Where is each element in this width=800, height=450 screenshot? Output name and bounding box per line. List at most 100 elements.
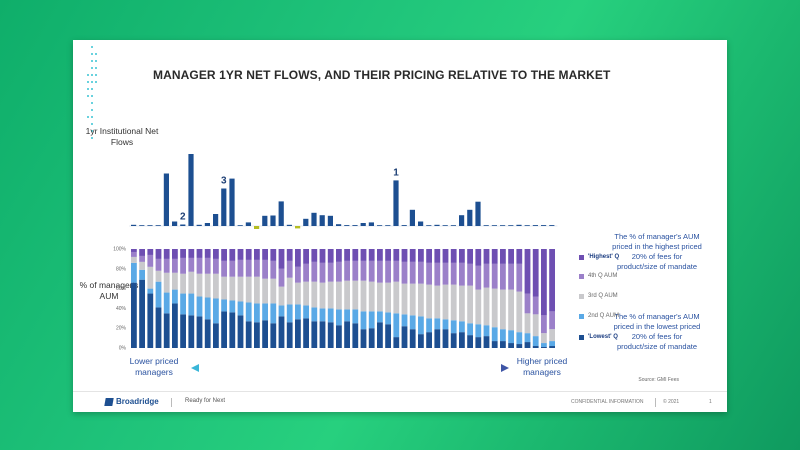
stacked-segment xyxy=(377,282,383,312)
stacked-segment xyxy=(254,303,260,323)
stacked-segment xyxy=(475,265,482,290)
flows-axis-label: 1yr Institutional Net Flows xyxy=(85,126,159,147)
flow-bar xyxy=(541,225,547,226)
stacked-segment xyxy=(147,288,154,294)
stacked-segment xyxy=(319,308,326,322)
stacked-segment xyxy=(393,249,400,261)
stacked-segment xyxy=(491,341,498,348)
legend-highest-q: 'Highest' Q xyxy=(579,254,619,260)
price-arrow-left-head xyxy=(191,364,199,372)
stacked-segment xyxy=(270,303,277,324)
stacked-segment xyxy=(188,271,195,294)
stacked-segment xyxy=(401,261,408,284)
stacked-segment xyxy=(401,283,408,315)
legend-swatch-highest xyxy=(579,254,584,260)
stacked-segment xyxy=(237,249,244,260)
legend-3rd-label: 3rd Q AUM xyxy=(588,293,618,299)
stacked-segment xyxy=(295,266,301,283)
decor-dot xyxy=(91,116,93,118)
decorative-dots xyxy=(85,46,101,156)
stacked-segment xyxy=(500,289,506,330)
stacked-segment xyxy=(508,263,514,290)
stacked-segment xyxy=(229,312,236,348)
flow-bar xyxy=(213,214,219,226)
stacked-segment xyxy=(245,249,252,260)
stacked-segment xyxy=(344,249,350,261)
decor-dot xyxy=(87,88,89,90)
stacked-segment xyxy=(295,249,301,267)
stacked-segment xyxy=(229,300,236,313)
stacked-segment xyxy=(147,249,154,255)
stacked-segment xyxy=(500,263,506,290)
flow-bar xyxy=(147,225,153,226)
stacked-segment xyxy=(221,299,227,312)
stacked-segment xyxy=(483,287,490,326)
stacked-segment xyxy=(467,249,473,264)
decor-dot xyxy=(95,60,97,62)
stacked-segment xyxy=(213,323,219,348)
stacked-segment xyxy=(163,258,170,273)
stacked-segment xyxy=(336,261,342,282)
flow-bar xyxy=(524,225,530,226)
flow-bar xyxy=(336,224,342,226)
stacked-segment xyxy=(532,296,539,315)
stacked-segment xyxy=(483,325,490,337)
stacked-segment xyxy=(516,263,523,292)
stacked-segment xyxy=(475,249,482,266)
stacked-segment xyxy=(442,284,449,320)
stacked-segment xyxy=(245,321,252,348)
flow-bar xyxy=(409,209,415,226)
flow-bar xyxy=(516,224,522,226)
stacked-segment xyxy=(131,249,137,252)
flow-bar xyxy=(491,225,497,226)
stacked-segment xyxy=(360,311,367,330)
stacked-segment xyxy=(254,276,260,304)
rank-label: 2 xyxy=(180,212,186,223)
stacked-segment xyxy=(491,327,498,342)
stacked-segment xyxy=(459,321,465,333)
legend-3rd-q: 3rd Q AUM xyxy=(579,293,618,299)
flow-bar xyxy=(295,226,301,229)
stacked-segment xyxy=(180,249,186,258)
stacked-segment xyxy=(409,315,416,330)
stacked-segment xyxy=(172,289,178,304)
stacked-segment xyxy=(541,315,547,334)
stacked-segment xyxy=(270,249,277,261)
stacked-segment xyxy=(270,278,277,304)
stacked-segment xyxy=(172,258,178,273)
stacked-segment xyxy=(188,293,195,316)
broadridge-logo-icon xyxy=(104,397,114,406)
stacked-segment xyxy=(237,301,244,316)
stacked-segment xyxy=(147,266,154,289)
stacked-segment xyxy=(155,258,162,271)
stacked-segment xyxy=(311,249,318,262)
stacked-segment xyxy=(532,346,539,348)
stacked-segment xyxy=(278,316,285,348)
legend-2nd-q: 2nd Q AUM xyxy=(579,313,619,319)
stacked-segment xyxy=(401,314,408,327)
stacked-segment xyxy=(426,249,432,263)
decor-dot xyxy=(91,53,93,55)
stacked-segment xyxy=(434,318,441,330)
stacked-segment xyxy=(319,262,326,283)
stacked-segment xyxy=(262,259,268,279)
stacked-segment xyxy=(360,249,367,261)
stacked-segment xyxy=(229,249,236,261)
confidential-label: CONFIDENTIAL INFORMATION xyxy=(571,399,644,405)
stacked-segment xyxy=(524,342,531,348)
stacked-segment xyxy=(327,308,334,323)
flow-bar xyxy=(221,188,227,226)
stacked-segment xyxy=(237,276,244,302)
stacked-segment xyxy=(319,249,326,263)
stacked-segment xyxy=(467,285,473,324)
stacked-segment xyxy=(303,318,309,348)
flow-bar xyxy=(180,224,186,226)
stacked-segment xyxy=(336,249,342,262)
flow-bar xyxy=(278,201,284,226)
decor-dot xyxy=(87,74,89,76)
stacked-segment xyxy=(467,323,473,336)
stacked-segment xyxy=(262,249,268,260)
stacked-segment xyxy=(139,249,145,256)
stacked-segment xyxy=(352,323,359,348)
stacked-segment xyxy=(188,249,195,258)
